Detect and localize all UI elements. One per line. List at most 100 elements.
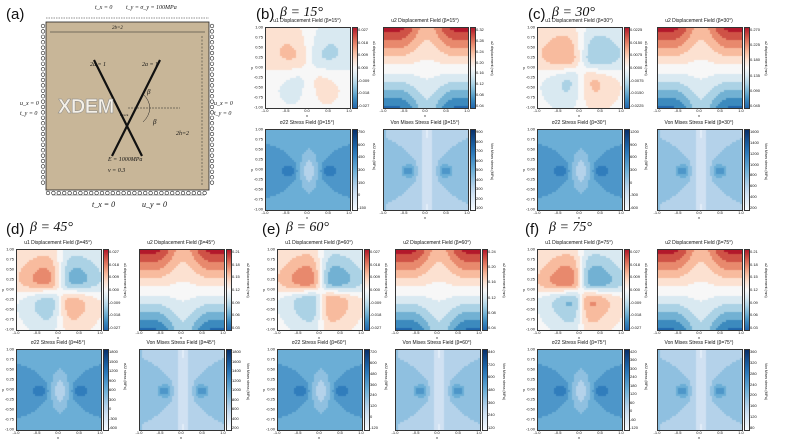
field-plot-vm: Von Mises Stress Field (β=75°) -1.0 -0.5 0.… — [654, 340, 768, 440]
x-tick-label: 0.0 — [316, 330, 322, 335]
colorbar-tick-label: 1600 — [750, 129, 759, 134]
colorbar-tick-label: -600 — [630, 205, 639, 210]
y-tick-label: -0.75 — [525, 316, 535, 322]
x-axis-label: x — [424, 113, 426, 118]
x-tick-label: 0.0 — [696, 108, 702, 113]
colorbar-tick-label: 0.12 — [750, 287, 758, 292]
x-tick-label: 1.0 — [464, 108, 470, 113]
x-tick-label: -1.0 — [12, 330, 20, 335]
colorbar-tick-label: 0.09 — [232, 299, 240, 305]
panel-beta-label: β = 75° — [549, 220, 593, 235]
field-plot-vm: Von Mises Stress Field (β=45°) -1.0 -0.5 0.… — [136, 340, 250, 440]
bottom-roller-support — [143, 190, 148, 196]
y-tick-label: 0.50 — [6, 366, 14, 372]
colorbar-tick-label: 600 — [109, 387, 116, 392]
colorbar — [482, 249, 488, 331]
colorbar-label: σ22 stress (MPa) — [384, 363, 388, 390]
y-tick-label: -0.25 — [253, 74, 263, 80]
colorbar-tick-label: 800 — [476, 138, 483, 144]
colorbar-tick-label: 0 — [358, 192, 361, 198]
contour-canvas — [658, 28, 742, 108]
x-tick-label: -0.5 — [674, 330, 682, 335]
x-tick-label: -1.0 — [653, 430, 661, 435]
colorbar-tick-label: 0.03 — [750, 325, 758, 330]
contour-area — [537, 349, 623, 431]
colorbar-tick-label: -0.009 — [630, 299, 642, 305]
x-tick-label: -0.5 — [554, 210, 562, 215]
colorbar-tick-label: 800 — [232, 396, 239, 402]
plot-title: Von Mises Stress Field (β=15°) — [390, 120, 460, 126]
x-tick-label: 1.0 — [738, 430, 744, 435]
x-tick-label: 1.0 — [220, 330, 226, 335]
x-tick-label: -1.0 — [533, 430, 541, 435]
left-roller-support — [40, 67, 46, 72]
left-roller-support — [40, 148, 46, 153]
colorbar-tick-label: 0.018 — [358, 39, 369, 45]
right-roller-support — [209, 56, 215, 61]
x-axis-label: x — [698, 215, 700, 220]
colorbar-tick-label: 100 — [476, 205, 483, 210]
right-roller-support — [209, 158, 215, 164]
left-bc-ty: t_y = 0 — [20, 111, 38, 117]
y-tick-label: 0.50 — [527, 366, 535, 372]
x-tick-label: 0.5 — [199, 330, 205, 335]
colorbar-tick-label: 0.12 — [476, 81, 484, 87]
top-dim-label: 2b=2 — [112, 26, 123, 31]
colorbar-label: Von Mises stress (MPa) — [246, 363, 250, 400]
bottom-roller-support — [202, 190, 207, 196]
colorbar-tick-label: 0.04 — [476, 103, 484, 108]
bottom-roller-support — [45, 190, 51, 196]
plot-title: Von Mises Stress Field (β=75°) — [664, 340, 734, 346]
colorbar-tick-label: 0.027 — [358, 27, 369, 32]
x-tick-label: 0.0 — [576, 430, 582, 435]
x-tick-label: 0.5 — [717, 430, 723, 435]
colorbar-label: u2 displacement (mm) — [764, 41, 768, 76]
right-roller-support — [209, 67, 215, 72]
bottom-bc-uy: u_y = 0 — [142, 200, 167, 209]
colorbar-tick-label: 0.21 — [232, 249, 240, 254]
colorbar-tick-label: 0.018 — [630, 261, 641, 267]
colorbar-tick-label: 360 — [370, 381, 377, 387]
x-tick-label: 1.0 — [618, 330, 624, 335]
colorbar-tick-label: 0.24 — [476, 48, 484, 54]
y-tick-label: -0.25 — [253, 176, 263, 182]
colorbar-tick-label: 0.027 — [109, 249, 120, 254]
colorbar — [352, 27, 358, 109]
colorbar-tick-label: 0.18 — [750, 261, 758, 267]
colorbar-tick-label: -0.018 — [358, 90, 370, 96]
x-tick-label: 0.5 — [597, 108, 603, 113]
x-tick-label: -1.0 — [135, 330, 143, 335]
x-tick-label: -1.0 — [533, 210, 541, 215]
y-axis-label: y — [523, 387, 525, 392]
colorbar-label: u2 displacement (mm) — [246, 263, 250, 298]
left-roller-support — [40, 56, 46, 61]
x-tick-label: -0.5 — [33, 430, 41, 435]
colorbar-label: σ22 stress (MPa) — [123, 363, 127, 390]
colorbar-tick-label: 0.12 — [488, 294, 496, 300]
colorbar-tick-label: 0.018 — [370, 261, 381, 267]
x-tick-label: 1.0 — [618, 108, 624, 113]
colorbar-tick-label: 0.180 — [750, 57, 761, 63]
bottom-roller-support — [164, 190, 169, 196]
field-plot-u2: u2 Displacement Field (β=60°) -1.0 -0.5 0.0… — [392, 240, 506, 340]
left-roller-support — [40, 40, 46, 45]
right-roller-support — [209, 131, 215, 137]
y-tick-label: 0.25 — [527, 54, 535, 60]
y-tick-label: 0.50 — [267, 266, 275, 272]
contour-canvas — [278, 350, 362, 430]
colorbar-tick-label: 360 — [488, 399, 495, 405]
colorbar-tick-label: 300 — [109, 396, 116, 402]
left-roller-support — [40, 142, 46, 147]
bottom-bc-tx: t_x = 0 — [92, 200, 116, 209]
y-tick-label: -0.25 — [265, 396, 275, 402]
colorbar — [624, 349, 630, 431]
y-tick-label: 0.75 — [267, 256, 275, 262]
x-axis-label: x — [424, 215, 426, 220]
y-tick-label: 0.00 — [267, 386, 275, 392]
colorbar-tick-label: 1000 — [232, 387, 241, 392]
colorbar-label: Von Mises stress (MPa) — [764, 363, 768, 400]
colorbar-label: Von Mises stress (MPa) — [764, 143, 768, 180]
colorbar-tick-label: -0.027 — [630, 325, 642, 330]
y-tick-label: 0.25 — [6, 376, 14, 382]
y-tick-label: -0.25 — [4, 396, 14, 402]
